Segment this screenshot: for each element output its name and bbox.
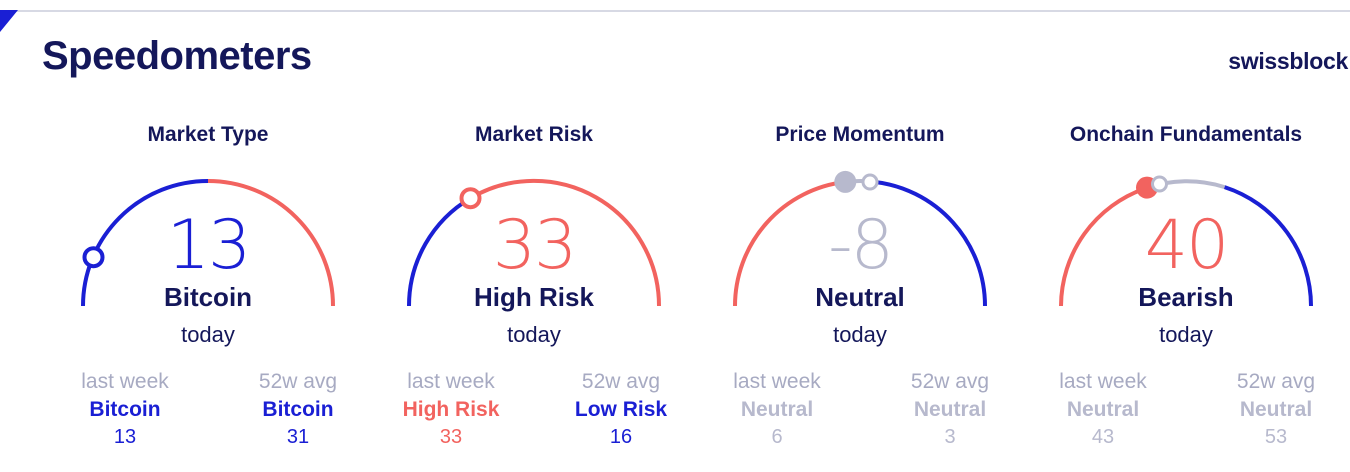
avg-stat: 52w avg Low Risk 16 [551,370,691,449]
gauge-value: 40 [1144,206,1230,285]
gauge-arc-left [81,179,209,307]
gauge-title: Market Type [147,123,269,146]
gauge-value: -8 [828,206,894,285]
gauge-arc-right [469,178,661,307]
speedometer-gauge [733,170,987,307]
gauge-panel-onchain-fundamentals: Onchain Fundamentals 40 Bearish today la… [1023,110,1349,472]
stat-label: High Risk [402,398,500,421]
gauge-arc-right [872,179,987,307]
gauge-label: Bitcoin [163,282,253,312]
corner-accent [0,10,18,32]
gauge-title: Price Momentum [775,123,945,146]
stat-head: last week [1059,370,1147,393]
avg-stat: 52w avg Bitcoin 31 [228,370,368,449]
stat-label: Bitcoin [262,398,334,421]
stat-label: Neutral [740,398,814,421]
gauge-marker-current [459,187,482,210]
gauge-arc-right [207,179,335,307]
stat-head: 52w avg [258,370,338,393]
brand-logo: swissblock [1228,48,1348,74]
gauge-value: 33 [492,206,578,285]
speedometer-gauge [406,178,661,307]
stat-label: Low Risk [574,398,668,421]
stat-head: 52w avg [910,370,990,393]
last-week-stat: last week Bitcoin 13 [55,370,195,449]
gauge-panel-market-risk: Market Risk 33 High Risk today last week… [371,110,697,472]
stat-number: 13 [113,426,137,448]
stat-head: last week [407,370,495,393]
speedometer-gauge [81,179,335,307]
gauge-arc-right [1223,185,1313,307]
stat-label: Neutral [1239,398,1313,421]
today-label: today [1159,322,1213,347]
today-label: today [181,322,235,347]
stat-number: 33 [439,426,463,448]
stat-head: last week [81,370,169,393]
page-title: Speedometers [42,34,312,78]
top-divider [0,10,1350,12]
speedometer-gauge [1059,175,1313,307]
stat-label: Bitcoin [89,398,161,421]
today-label: today [507,322,561,347]
last-week-stat: last week High Risk 33 [381,370,521,449]
gauge-marker-average [834,170,857,193]
stat-head: last week [733,370,821,393]
stat-label: Neutral [913,398,987,421]
avg-stat: 52w avg Neutral 3 [880,370,1020,449]
gauge-title: Onchain Fundamentals [1069,123,1303,146]
gauge-arc-left [406,196,472,307]
stat-head: 52w avg [581,370,661,393]
gauge-arc-left [733,179,846,307]
last-week-stat: last week Neutral 6 [707,370,847,449]
stat-number: 31 [286,426,310,448]
stat-label: Neutral [1066,398,1140,421]
gauge-marker-current [82,246,105,269]
gauge-label: Neutral [815,282,905,312]
stat-number: 43 [1091,426,1115,448]
stat-number: 6 [771,426,783,448]
gauge-arc-left [1059,186,1146,307]
last-week-stat: last week Neutral 43 [1033,370,1173,449]
gauge-marker-current [1151,175,1168,193]
gauge-panel-price-momentum: Price Momentum -8 Neutral today last wee… [697,110,1023,472]
gauge-label: High Risk [474,282,594,312]
gauge-title: Market Risk [475,123,593,146]
stat-number: 3 [944,426,956,448]
gauge-label: Bearish [1138,282,1234,312]
gauge-panel-market-type: Market Type 13 Bitcoin today last week B… [45,110,371,472]
gauge-marker-current [861,173,879,191]
gauge-value: 13 [166,206,252,285]
avg-stat: 52w avg Neutral 53 [1206,370,1346,449]
stat-head: 52w avg [1236,370,1316,393]
stat-number: 16 [609,426,633,448]
today-label: today [833,322,887,347]
stat-number: 53 [1264,426,1288,448]
